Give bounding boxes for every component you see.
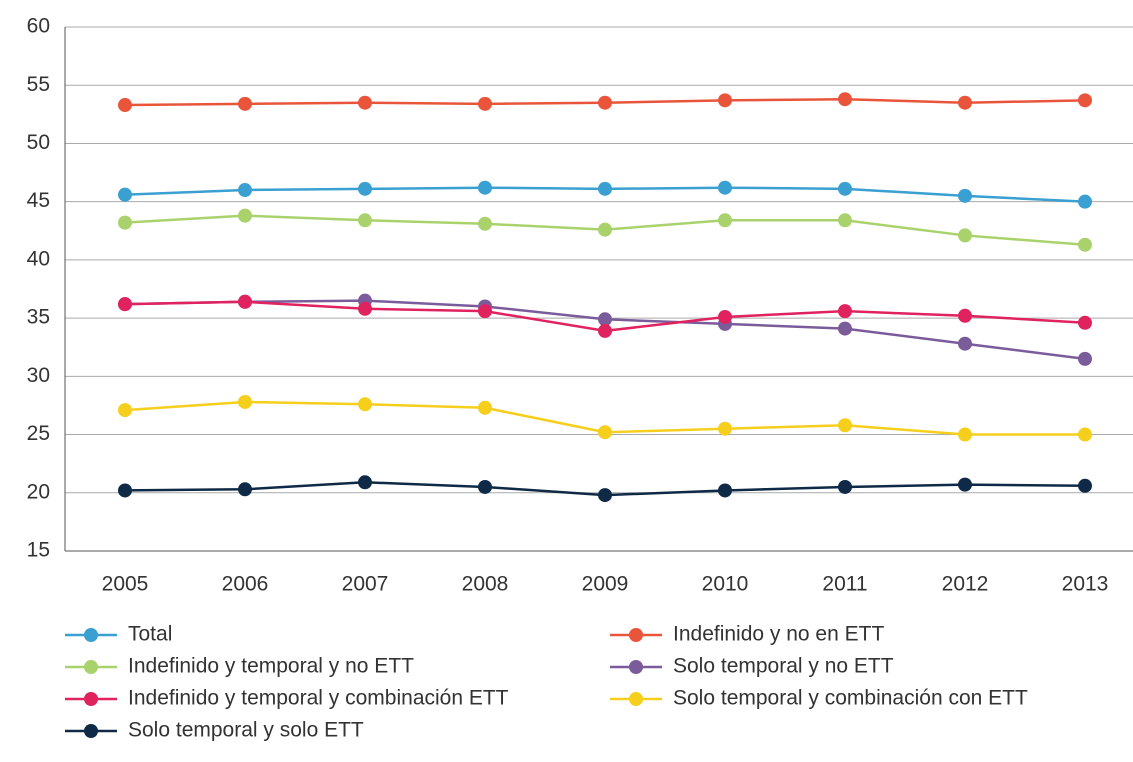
x-tick-label: 2007 — [342, 573, 389, 596]
data-point — [958, 188, 972, 203]
y-tick-label: 40 — [27, 247, 50, 270]
legend-swatch-dot — [84, 628, 98, 642]
data-point — [118, 403, 132, 418]
data-point — [838, 418, 852, 433]
data-point — [118, 187, 132, 202]
data-point — [598, 181, 612, 196]
legend-label: Solo temporal y combinación con ETT — [673, 687, 1028, 710]
y-tick-label: 45 — [27, 189, 50, 212]
data-point — [838, 321, 852, 336]
data-point — [118, 215, 132, 230]
data-point — [238, 294, 252, 309]
data-point — [838, 181, 852, 196]
legend-swatch-dot — [84, 660, 98, 674]
data-point — [958, 95, 972, 110]
data-point — [958, 427, 972, 442]
x-tick-label: 2008 — [462, 573, 509, 596]
y-tick-label: 20 — [27, 480, 50, 503]
data-point — [238, 183, 252, 198]
y-tick-label: 15 — [27, 539, 50, 562]
data-point — [478, 400, 492, 415]
legend-label: Solo temporal y solo ETT — [128, 719, 364, 742]
data-point — [838, 92, 852, 107]
data-point — [1078, 427, 1092, 442]
legend-label: Solo temporal y no ETT — [673, 655, 894, 678]
x-tick-label: 2013 — [1062, 573, 1109, 596]
legend-label: Indefinido y temporal y combinación ETT — [128, 687, 509, 710]
y-tick-label: 60 — [27, 15, 50, 38]
y-tick-label: 30 — [27, 364, 50, 387]
y-tick-label: 55 — [27, 73, 50, 96]
data-point — [1078, 237, 1092, 252]
data-point — [358, 475, 372, 490]
data-point — [718, 93, 732, 108]
data-point — [1078, 194, 1092, 209]
data-point — [238, 208, 252, 223]
data-point — [958, 336, 972, 351]
data-point — [838, 213, 852, 228]
legend-label: Indefinido y no en ETT — [673, 623, 884, 646]
x-tick-label: 2012 — [942, 573, 989, 596]
x-tick-label: 2006 — [222, 573, 269, 596]
data-point — [958, 477, 972, 492]
data-point — [838, 479, 852, 494]
data-point — [478, 479, 492, 494]
data-point — [118, 483, 132, 498]
data-point — [358, 397, 372, 412]
x-tick-label: 2005 — [102, 573, 149, 596]
data-point — [238, 482, 252, 497]
legend-label: Total — [128, 623, 172, 646]
data-point — [118, 297, 132, 312]
y-tick-label: 25 — [27, 422, 50, 445]
data-point — [478, 216, 492, 231]
data-point — [1078, 351, 1092, 366]
legend-label: Indefinido y temporal y no ETT — [128, 655, 414, 678]
data-point — [598, 488, 612, 503]
data-point — [958, 228, 972, 243]
data-point — [1078, 478, 1092, 493]
data-point — [718, 421, 732, 436]
data-point — [718, 309, 732, 324]
data-point — [358, 181, 372, 196]
data-point — [358, 301, 372, 316]
data-point — [598, 222, 612, 237]
data-point — [598, 95, 612, 110]
x-tick-label: 2010 — [702, 573, 749, 596]
data-point — [1078, 93, 1092, 108]
x-tick-label: 2011 — [822, 573, 867, 596]
data-point — [1078, 315, 1092, 330]
data-point — [598, 323, 612, 338]
legend-swatch-dot — [629, 628, 643, 642]
y-tick-label: 35 — [27, 306, 50, 329]
data-point — [478, 96, 492, 111]
data-point — [598, 312, 612, 327]
data-point — [718, 483, 732, 498]
legend-swatch-dot — [629, 692, 643, 706]
x-tick-label: 2009 — [582, 573, 629, 596]
data-point — [718, 213, 732, 228]
legend-swatch-dot — [84, 724, 98, 738]
data-point — [118, 98, 132, 113]
data-point — [598, 425, 612, 440]
data-point — [718, 180, 732, 195]
data-point — [358, 95, 372, 110]
data-point — [358, 213, 372, 228]
data-point — [838, 304, 852, 319]
y-tick-label: 50 — [27, 131, 50, 154]
legend-swatch-dot — [84, 692, 98, 706]
legend-swatch-dot — [629, 660, 643, 674]
data-point — [958, 308, 972, 323]
data-point — [478, 180, 492, 195]
data-point — [238, 394, 252, 409]
data-point — [238, 96, 252, 111]
data-point — [478, 304, 492, 319]
